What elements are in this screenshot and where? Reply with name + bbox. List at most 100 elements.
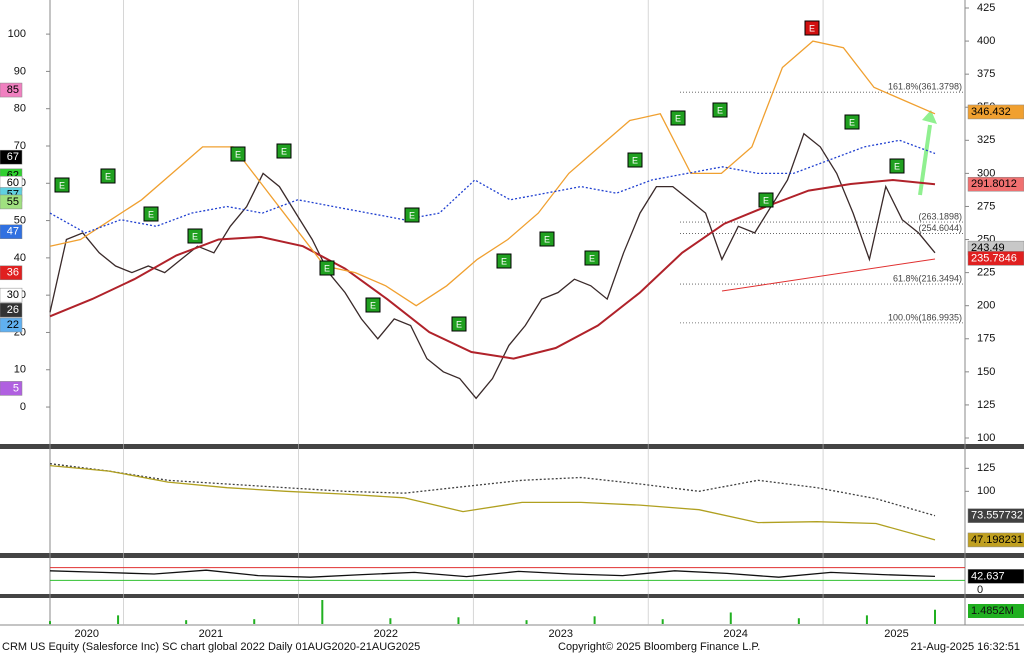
earnings-marker <box>143 206 159 222</box>
y-tick-label: 0 <box>977 584 983 596</box>
volume-bar <box>934 609 936 624</box>
y-tick-label: 200 <box>977 300 995 312</box>
value-badge-label: 73.557732 <box>971 510 1023 522</box>
value-badge <box>0 302 23 318</box>
series-line <box>49 40 936 307</box>
value-badge-label: 42.637 <box>971 570 1005 582</box>
value-badge-label: 55 <box>7 196 19 208</box>
value-badge-label: 22 <box>7 319 19 331</box>
value-badge <box>0 224 23 240</box>
earnings-marker-label: E <box>717 105 723 115</box>
footer-center: Copyright© 2025 Bloomberg Finance L.P. <box>558 641 760 653</box>
footer-right: 21-Aug-2025 16:32:51 <box>911 641 1020 653</box>
earnings-marker <box>670 110 686 126</box>
volume-bar <box>797 618 800 624</box>
volume-bar <box>729 612 732 624</box>
y-tick-label: 325 <box>977 134 995 146</box>
volume-bar <box>49 621 51 624</box>
earnings-marker-label: E <box>148 209 154 219</box>
x-tick-label: 2025 <box>884 628 908 640</box>
value-badge-label: 26 <box>7 304 19 316</box>
value-badge <box>0 317 23 333</box>
y-tick-label: 300 <box>977 167 995 179</box>
value-badge-label: 47.198231 <box>971 534 1023 546</box>
y2-tick-label: 50 <box>14 214 26 226</box>
x-tick-label: 2022 <box>374 628 398 640</box>
value-badge-label: 47 <box>7 226 19 238</box>
earnings-marker <box>365 297 381 313</box>
y-tick-label: 125 <box>977 462 995 474</box>
x-tick-label: 2023 <box>548 628 572 640</box>
panel-divider <box>0 444 1024 449</box>
earnings-marker <box>627 152 643 168</box>
volume-bar <box>865 615 868 624</box>
earnings-marker <box>539 231 555 247</box>
value-badge-label: 67 <box>7 151 19 163</box>
volume-bar <box>525 620 528 624</box>
earnings-marker-label: E <box>409 210 415 220</box>
earnings-marker-label: E <box>324 263 330 273</box>
volume-bar <box>593 616 596 624</box>
earnings-marker-label: E <box>894 161 900 171</box>
value-badge <box>0 82 23 98</box>
fib-label: (254.6044) <box>918 223 962 233</box>
earnings-marker <box>804 20 820 36</box>
volume-bar <box>253 619 256 624</box>
y-tick-label: 150 <box>977 366 995 378</box>
earnings-marker-label: E <box>544 234 550 244</box>
earnings-marker-label: E <box>281 146 287 156</box>
y-tick-label: 100 <box>977 485 995 497</box>
y-tick-label: 400 <box>977 35 995 47</box>
y2-tick-label: 100 <box>8 28 26 40</box>
value-badge <box>967 176 1024 192</box>
value-badge-label: 291.8012 <box>971 178 1017 190</box>
earnings-marker <box>276 143 292 159</box>
value-badge-label: 243.49 <box>971 242 1005 254</box>
value-badge-label: 85 <box>7 84 19 96</box>
series-line <box>49 569 936 578</box>
earnings-marker-label: E <box>849 117 855 127</box>
y-tick-label: 275 <box>977 200 995 212</box>
y-tick-label: 125 <box>977 399 995 411</box>
y-tick-label: 375 <box>977 68 995 80</box>
y2-tick-label: 80 <box>14 103 26 115</box>
value-badge-label: 346.432 <box>971 106 1011 118</box>
value-badge <box>967 251 1024 266</box>
earnings-marker <box>54 177 70 193</box>
x-tick-label: 2021 <box>199 628 223 640</box>
earnings-marker-label: E <box>59 180 65 190</box>
earnings-marker-label: E <box>589 253 595 263</box>
volume-bar <box>321 600 324 624</box>
volume-label: 1.4852M <box>971 605 1014 617</box>
earnings-marker <box>496 253 512 269</box>
fib-label: 100.0%(186.9935) <box>888 312 962 322</box>
earnings-marker-label: E <box>632 155 638 165</box>
trend-line <box>721 258 936 292</box>
volume-bar <box>117 615 120 624</box>
earnings-marker-label: E <box>192 231 198 241</box>
value-badge-label: 36 <box>7 267 19 279</box>
earnings-marker-label: E <box>501 256 507 266</box>
value-badge-label: 30 <box>7 289 19 301</box>
earnings-marker-label: E <box>809 23 815 33</box>
value-badge <box>967 104 1024 120</box>
earnings-marker <box>230 146 246 162</box>
arrow-head <box>922 110 937 124</box>
fib-label: 161.8%(361.3798) <box>888 82 962 92</box>
x-tick-label: 2020 <box>74 628 98 640</box>
value-badge <box>0 194 23 210</box>
y2-tick-label: 70 <box>14 140 26 152</box>
fib-label: (263.1898) <box>918 211 962 221</box>
value-badge <box>967 532 1024 548</box>
earnings-marker <box>100 168 116 184</box>
earnings-marker <box>712 102 728 118</box>
series-line <box>49 464 936 541</box>
footer-left: CRM US Equity (Salesforce Inc) SC chart … <box>2 641 420 653</box>
earnings-marker <box>889 158 905 174</box>
earnings-marker <box>319 260 335 276</box>
volume-bar <box>389 618 392 624</box>
earnings-marker <box>187 228 203 244</box>
earnings-marker-label: E <box>235 149 241 159</box>
